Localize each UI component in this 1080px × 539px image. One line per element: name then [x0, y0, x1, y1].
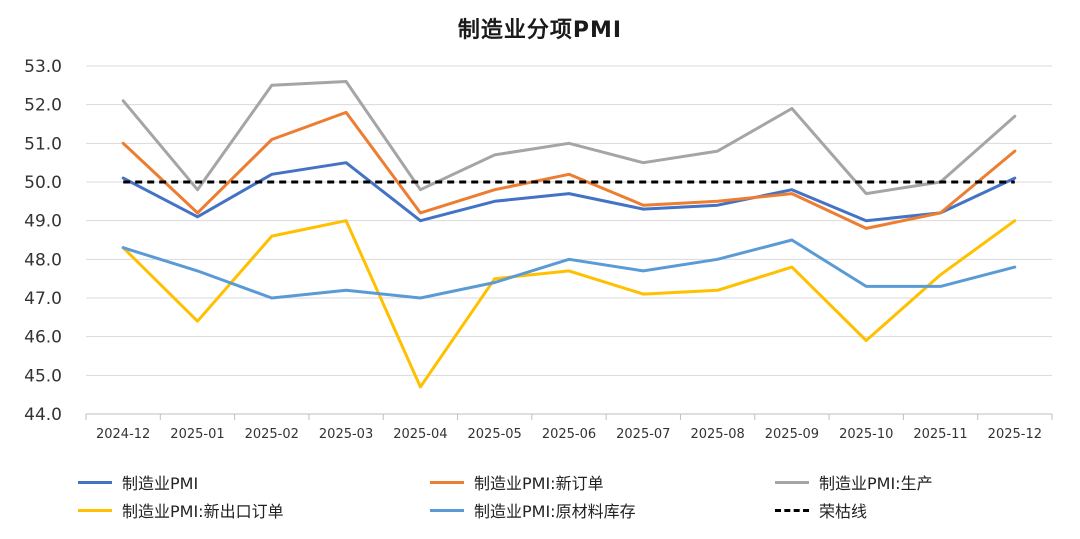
y-tick-label-2: 46.0: [24, 328, 62, 348]
line-chart: 44.0 45.0 46.0 47.0 48.0 49.0 50.0 51.0 52.0 53.0…: [24, 57, 1053, 442]
x-tick-label-11: 2025-11: [913, 427, 967, 442]
legend-item-3[interactable]: 制造业PMI:新出口订单: [78, 498, 284, 522]
x-tick-label-2: 2025-02: [245, 427, 299, 442]
y-tick-label-4: 48.0: [24, 250, 62, 270]
y-tick-label-5: 49.0: [24, 212, 62, 232]
legend-label-3: 制造业PMI:新出口订单: [122, 502, 284, 521]
legend-item-2[interactable]: 制造业PMI:生产: [775, 470, 933, 494]
series-line-1: [121, 110, 1017, 230]
legend-label-2: 制造业PMI:生产: [819, 474, 933, 493]
x-tick-label-8: 2025-08: [690, 427, 744, 442]
y-tick-label-9: 53.0: [24, 57, 62, 77]
y-tick-label-3: 47.0: [24, 289, 62, 309]
legend-swatch-4: [430, 508, 464, 512]
x-tick-label-7: 2025-07: [616, 427, 670, 442]
y-tick-label-1: 45.0: [24, 366, 62, 386]
legend-swatch-2: [775, 480, 809, 484]
x-tick-label-4: 2025-04: [393, 427, 447, 442]
y-tick-label-6: 50.0: [24, 173, 62, 193]
legend-label-1: 制造业PMI:新订单: [474, 474, 604, 493]
series-line-0: [121, 161, 1017, 223]
legend-item-5[interactable]: 荣枯线: [775, 498, 867, 522]
legend-swatch-1: [430, 480, 464, 484]
legend: 制造业PMI 制造业PMI:新订单 制造业PMI:生产 制造业PMI:新出口订单…: [0, 462, 1080, 532]
legend-item-4[interactable]: 制造业PMI:原材料库存: [430, 498, 636, 522]
legend-item-1[interactable]: 制造业PMI:新订单: [430, 470, 604, 494]
x-tick-label-10: 2025-10: [839, 427, 893, 442]
legend-item-0[interactable]: 制造业PMI: [78, 470, 198, 494]
series-line-4: [121, 238, 1017, 300]
series-line-2: [121, 80, 1017, 196]
legend-label-0: 制造业PMI: [122, 474, 199, 493]
y-tick-label-8: 52.0: [24, 96, 62, 116]
legend-swatch-5: [775, 508, 809, 512]
series-line-3: [121, 219, 1017, 389]
legend-swatch-3: [78, 508, 112, 512]
x-tick-label-0: 2024-12: [96, 427, 150, 442]
y-tick-label-0: 44.0: [24, 405, 62, 425]
x-tick-label-3: 2025-03: [319, 427, 373, 442]
x-tick-label-9: 2025-09: [765, 427, 819, 442]
chart-title: 制造业分项PMI: [457, 18, 623, 43]
x-tick-label-1: 2025-01: [170, 427, 224, 442]
y-tick-label-7: 51.0: [24, 134, 62, 154]
x-tick-label-12: 2025-12: [988, 427, 1042, 442]
legend-label-4: 制造业PMI:原材料库存: [474, 502, 636, 521]
legend-label-5: 荣枯线: [819, 502, 868, 521]
x-tick-label-5: 2025-05: [468, 427, 522, 442]
legend-swatch-0: [78, 480, 112, 484]
x-tick-label-6: 2025-06: [542, 427, 596, 442]
